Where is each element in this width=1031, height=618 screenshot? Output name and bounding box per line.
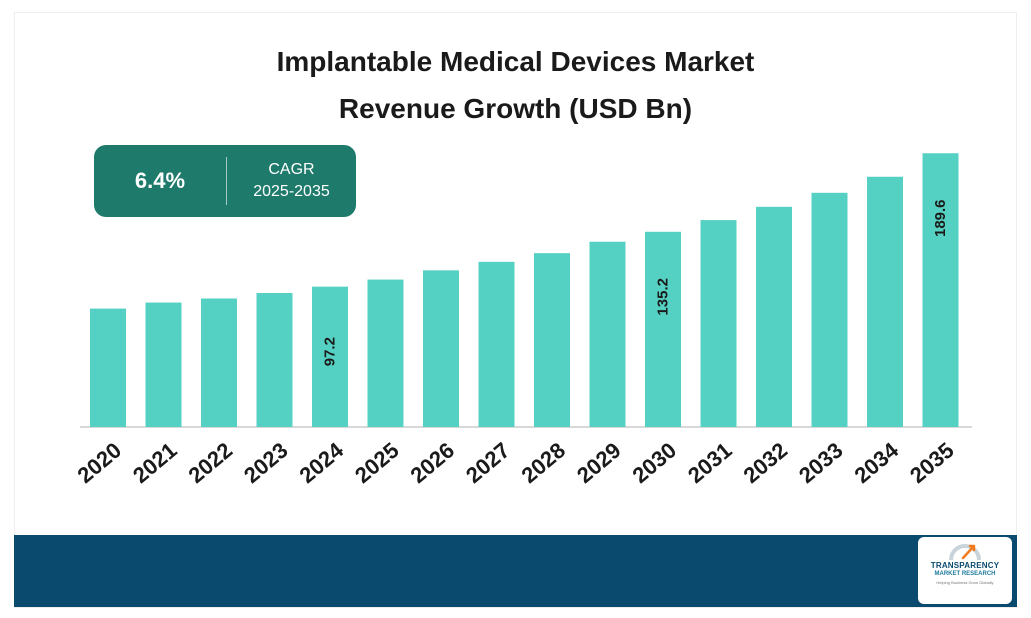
bar-2020 xyxy=(90,308,126,427)
x-tick-label-2022: 2022 xyxy=(183,437,237,488)
cagr-divider xyxy=(226,157,227,205)
bar-2023 xyxy=(256,293,293,427)
logo-text-line-1: TRANSPARENCY xyxy=(930,561,1000,570)
bar-2032 xyxy=(756,206,792,427)
footer-band xyxy=(14,535,1017,607)
bar-2026 xyxy=(423,270,459,427)
x-tick-label-2021: 2021 xyxy=(128,437,182,488)
x-tick-label-2032: 2032 xyxy=(738,437,792,488)
cagr-badge: 6.4% CAGR 2025-2035 xyxy=(94,145,356,217)
logo-arc-icon xyxy=(949,544,981,561)
bar-2035 xyxy=(922,153,959,427)
chart-title-line-2: Revenue Growth (USD Bn) xyxy=(338,93,693,124)
cagr-label-line-2: 2025-2035 xyxy=(253,183,330,200)
x-tick-label-2023: 2023 xyxy=(239,437,293,488)
x-tick-label-2031: 2031 xyxy=(683,437,737,488)
bar-2031 xyxy=(700,220,737,427)
x-tick-label-2020: 2020 xyxy=(72,437,126,488)
x-tick-label-2033: 2033 xyxy=(794,437,848,488)
cagr-label-line-1: CAGR xyxy=(268,161,315,178)
bar-2025 xyxy=(367,279,404,427)
x-tick-label-2025: 2025 xyxy=(350,437,404,488)
chart-title-line-1: Implantable Medical Devices Market xyxy=(276,46,755,77)
bar-2027 xyxy=(478,261,515,427)
cagr-label: CAGR 2025-2035 xyxy=(227,159,356,203)
brand-logo: TRANSPARENCY MARKET RESEARCH Helping Bus… xyxy=(918,537,1012,604)
data-label-2030: 135.2 xyxy=(655,278,672,316)
x-tick-label-2034: 2034 xyxy=(849,437,903,488)
bar-2033 xyxy=(811,192,848,427)
x-tick-label-2026: 2026 xyxy=(405,437,459,488)
bar-2029 xyxy=(589,241,626,427)
x-tick-label-2029: 2029 xyxy=(572,437,626,488)
x-tick-label-2030: 2030 xyxy=(627,437,681,488)
bar-2028 xyxy=(534,253,570,427)
data-label-2024: 97.2 xyxy=(322,337,339,366)
bar-2024 xyxy=(312,286,348,427)
bar-2030 xyxy=(645,231,681,427)
chart-title: Implantable Medical Devices Market Reven… xyxy=(0,38,1031,132)
cagr-value: 6.4% xyxy=(134,168,186,193)
x-tick-label-2027: 2027 xyxy=(461,437,515,488)
bar-2022 xyxy=(201,298,237,427)
bar-2034 xyxy=(867,176,903,427)
x-tick-label-2035: 2035 xyxy=(905,437,959,488)
data-label-2035: 189.6 xyxy=(932,199,949,237)
logo-text-line-2: MARKET RESEARCH xyxy=(934,571,996,577)
bar-2021 xyxy=(145,302,182,427)
x-tick-label-2024: 2024 xyxy=(294,437,348,488)
x-tick-label-2028: 2028 xyxy=(516,437,570,488)
logo-text-line-3: Helping Business Grow Globally xyxy=(936,580,994,585)
